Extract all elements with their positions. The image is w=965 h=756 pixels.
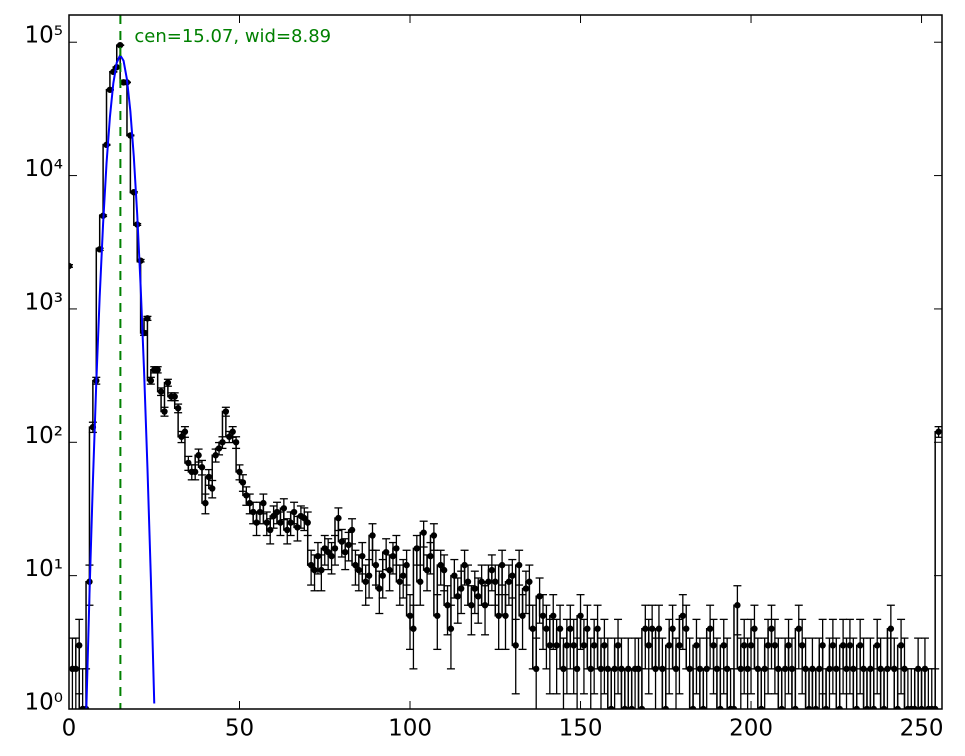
step-line bbox=[699, 668, 704, 709]
data-point bbox=[260, 499, 267, 507]
x-tick-label: 200 bbox=[729, 716, 773, 742]
y-tick-label: 10³ bbox=[25, 289, 64, 315]
y-tick-label: 10⁰ bbox=[25, 690, 64, 716]
step-line bbox=[716, 668, 721, 709]
step-line bbox=[791, 668, 796, 709]
data-point bbox=[69, 262, 73, 270]
axes: 0 50 100 150 200 250 10⁰ 10¹ 10² 10³ 10⁴ 10⁵ bbox=[25, 15, 944, 742]
step-line bbox=[924, 668, 929, 709]
data-point bbox=[232, 439, 240, 446]
step-line bbox=[777, 668, 782, 709]
step-line bbox=[917, 668, 922, 709]
step-line bbox=[688, 668, 694, 709]
x-tick-label: 50 bbox=[225, 716, 254, 742]
plot-area bbox=[69, 15, 942, 709]
data-point bbox=[195, 452, 202, 459]
x-tick-label: 0 bbox=[62, 716, 77, 742]
y-tick-label: 10² bbox=[25, 423, 64, 449]
data-point bbox=[198, 464, 206, 471]
step-line bbox=[862, 668, 867, 709]
step-line bbox=[879, 668, 885, 709]
step-line bbox=[661, 668, 666, 709]
step-line bbox=[627, 668, 632, 709]
step-line bbox=[821, 645, 827, 709]
step-line bbox=[903, 668, 908, 709]
step-line bbox=[757, 668, 762, 709]
data-point bbox=[236, 468, 243, 476]
data-point bbox=[171, 393, 178, 400]
x-tick-label: 150 bbox=[559, 716, 603, 742]
step-line bbox=[869, 668, 874, 709]
step-line bbox=[804, 668, 810, 709]
data-point bbox=[246, 499, 253, 507]
step-line bbox=[607, 668, 612, 709]
x-tick-label: 250 bbox=[900, 716, 944, 742]
plot-frame bbox=[68, 14, 943, 710]
step-line bbox=[620, 668, 625, 709]
step-line bbox=[78, 645, 83, 709]
x-tick-label: 100 bbox=[388, 716, 432, 742]
data-point bbox=[280, 505, 288, 512]
step-line bbox=[852, 668, 857, 709]
y-tick-label: 10¹ bbox=[25, 556, 64, 582]
step-line bbox=[726, 668, 731, 709]
y-tick-label: 10⁴ bbox=[25, 156, 64, 182]
data-point bbox=[935, 428, 942, 435]
step-line bbox=[835, 668, 840, 709]
step-line bbox=[893, 668, 898, 709]
y-tick-label: 10⁵ bbox=[25, 23, 64, 49]
annotation: cen=15.07, wid=8.89 bbox=[134, 26, 331, 47]
step-line bbox=[811, 668, 816, 709]
data-point bbox=[164, 379, 172, 386]
step-line bbox=[637, 668, 642, 709]
data-point bbox=[144, 315, 151, 322]
